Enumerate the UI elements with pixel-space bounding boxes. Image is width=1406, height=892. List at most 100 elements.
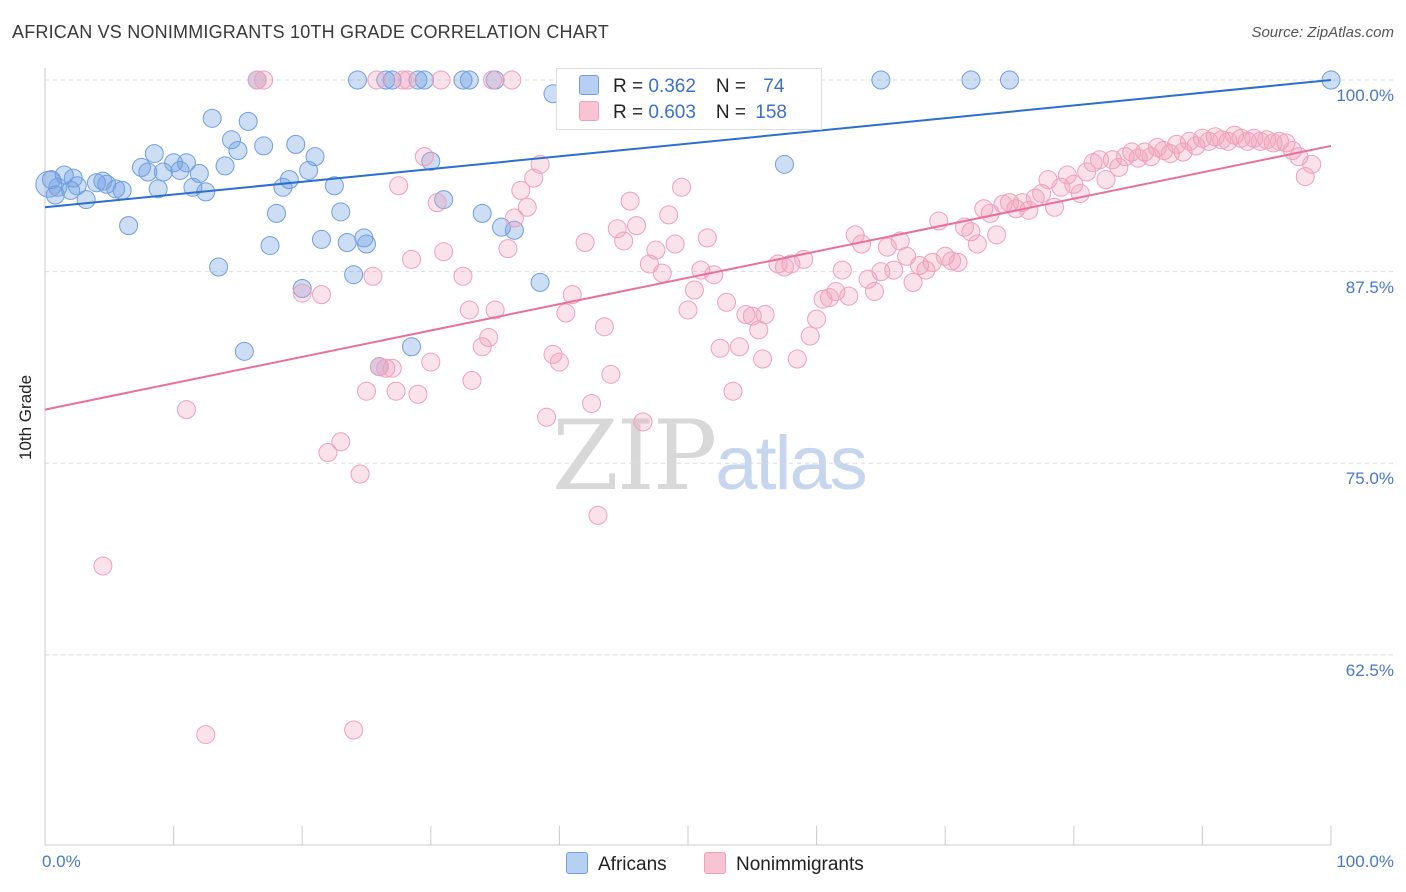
africans-point [176, 153, 196, 173]
africans-point [305, 147, 325, 167]
nonimmigrants-point [393, 70, 413, 90]
nonimmigrants-point [839, 286, 859, 306]
nonimmigrants-point [987, 225, 1007, 245]
africans-point [260, 236, 280, 256]
nonimmigrants-point [755, 305, 775, 325]
africans-point [254, 136, 274, 156]
nonimmigrants-point [530, 154, 550, 174]
nonimmigrants-point [434, 242, 454, 262]
nonimmigrants-point [614, 231, 634, 251]
nonimmigrants-point [601, 364, 621, 384]
nonimmigrants-point [485, 300, 505, 320]
x-tick-label: 100.0% [1336, 852, 1394, 871]
nonimmigrants-point [498, 239, 518, 259]
nonimmigrants-point [462, 370, 482, 390]
nonimmigrants-point [967, 234, 987, 254]
r-value: 0.362 [648, 76, 696, 97]
nonimmigrants-point [431, 70, 451, 90]
nonimmigrants-point [1295, 167, 1315, 187]
nonimmigrants-point [247, 70, 267, 90]
africans-point [459, 70, 479, 90]
nonimmigrants-point [1276, 133, 1296, 153]
nonimmigrants-point [398, 70, 418, 90]
nonimmigrants-point [472, 337, 492, 357]
nonimmigrants-point [93, 556, 113, 576]
nonimmigrants-point [1270, 131, 1290, 151]
nonimmigrants-point [607, 219, 627, 239]
legend-item-africans[interactable]: Africans [566, 852, 667, 876]
nonimmigrants-point [479, 328, 499, 348]
africans-point [228, 141, 248, 161]
africans-point [331, 202, 351, 222]
nonimmigrants-point [1077, 162, 1097, 182]
nonimmigrants-point [504, 208, 524, 228]
y-tick-label: 62.5% [1345, 661, 1394, 680]
n-label: N = [715, 102, 752, 123]
legend-label: Nonimmigrants [736, 854, 864, 875]
africans-point [347, 70, 367, 90]
nonimmigrants-point [386, 381, 406, 401]
y-axis-label: 10th Grade [16, 374, 35, 460]
africans-point [86, 173, 106, 193]
nonimmigrants-point [363, 266, 383, 286]
nonimmigrants-point [710, 338, 730, 358]
africans-point [63, 168, 83, 188]
legend-label: Africans [598, 854, 667, 875]
nonimmigrants-point [633, 412, 653, 432]
nonimmigrants-point [176, 400, 196, 420]
africans-point [266, 203, 286, 223]
legend-item-nonimmigrants[interactable]: Nonimmigrants [704, 852, 864, 876]
africans-point [311, 229, 331, 249]
nonimmigrants-point [502, 70, 522, 90]
africans-trend-line [44, 79, 1332, 209]
nonimmigrants-point [1109, 157, 1129, 177]
africans-point [119, 216, 139, 236]
nonimmigrants-point [916, 260, 936, 280]
x-tick-label: 0.0% [42, 852, 81, 871]
nonimmigrants-point [897, 246, 917, 266]
africans-point [871, 70, 891, 90]
nonimmigrants-point [427, 193, 447, 213]
nonimmigrants-point [376, 358, 396, 378]
africans-point [76, 190, 96, 210]
nonimmigrants-point [382, 358, 402, 378]
nonimmigrants-point [549, 352, 569, 372]
nonimmigrants-point [254, 70, 274, 90]
africans-point [238, 111, 258, 131]
stats-row-nonimmigrants: R = 0.603 N = 158 [579, 101, 787, 125]
africans-point [337, 232, 357, 252]
nonimmigrants-point [582, 393, 602, 413]
nonimmigrants-point [1096, 170, 1116, 190]
nonimmigrants-point [884, 260, 904, 280]
nonimmigrants-point [684, 280, 704, 300]
africans-point [286, 134, 306, 154]
nonimmigrants-point [1057, 165, 1077, 185]
stats-legend: R = 0.362 N = 74 R = 0.603 N = 158 [556, 68, 822, 130]
nonimmigrants-point [311, 285, 331, 305]
nonimmigrants-point [196, 725, 216, 745]
nonimmigrants-point [652, 263, 672, 283]
africans-point [530, 272, 550, 292]
nonimmigrants-point [753, 349, 773, 369]
nonimmigrants-point [1167, 134, 1187, 154]
africans-point [961, 70, 981, 90]
africans-point [48, 177, 68, 197]
nonimmigrants-point [659, 205, 679, 225]
nonimmigrants-point [942, 251, 962, 271]
nonimmigrants-point [421, 352, 441, 372]
y-tick-label: 87.5% [1345, 278, 1394, 297]
africans-point [144, 144, 164, 164]
nonimmigrants-point [1212, 130, 1232, 150]
nonimmigrants-point [800, 326, 820, 346]
nonimmigrants-point [1302, 154, 1322, 174]
nonimmigrants-point [864, 282, 884, 302]
blue-swatch-icon [579, 75, 599, 95]
nonimmigrants-point [408, 384, 428, 404]
africans-point [774, 154, 794, 174]
nonimmigrants-point [1064, 174, 1084, 194]
nonimmigrants-point [389, 176, 409, 196]
nonimmigrants-point [537, 407, 557, 427]
africans-point [45, 185, 65, 205]
r-label: R = [613, 76, 649, 97]
